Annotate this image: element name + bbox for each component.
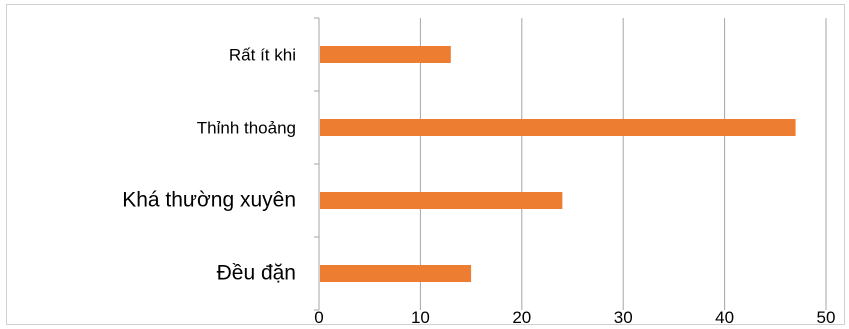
category-axis: [314, 17, 320, 311]
category-label-0: Rất ít khi: [229, 46, 296, 65]
category-label-3: Đều đặn: [217, 262, 296, 285]
bar-1: [320, 119, 796, 136]
x-tick-label-0: 0: [314, 308, 323, 327]
category-label-2: Khá thường xuyên: [122, 189, 296, 212]
category-label-1: Thỉnh thoảng: [197, 119, 296, 138]
gridlines: [419, 18, 827, 310]
x-tick-label-10: 10: [411, 308, 430, 327]
category-labels: Rất ít khi Thỉnh thoảng Khá thường xuyên Đề…: [122, 46, 296, 285]
bar-2: [320, 192, 563, 209]
x-tick-label-50: 50: [817, 308, 836, 327]
x-tick-labels: 0 10 20 30 40 50: [314, 308, 835, 327]
x-tick-label-20: 20: [512, 308, 531, 327]
x-tick-label-40: 40: [715, 308, 734, 327]
x-tick-label-30: 30: [614, 308, 633, 327]
bar-0: [320, 46, 451, 63]
bars: [320, 46, 796, 282]
bar-3: [320, 265, 472, 282]
